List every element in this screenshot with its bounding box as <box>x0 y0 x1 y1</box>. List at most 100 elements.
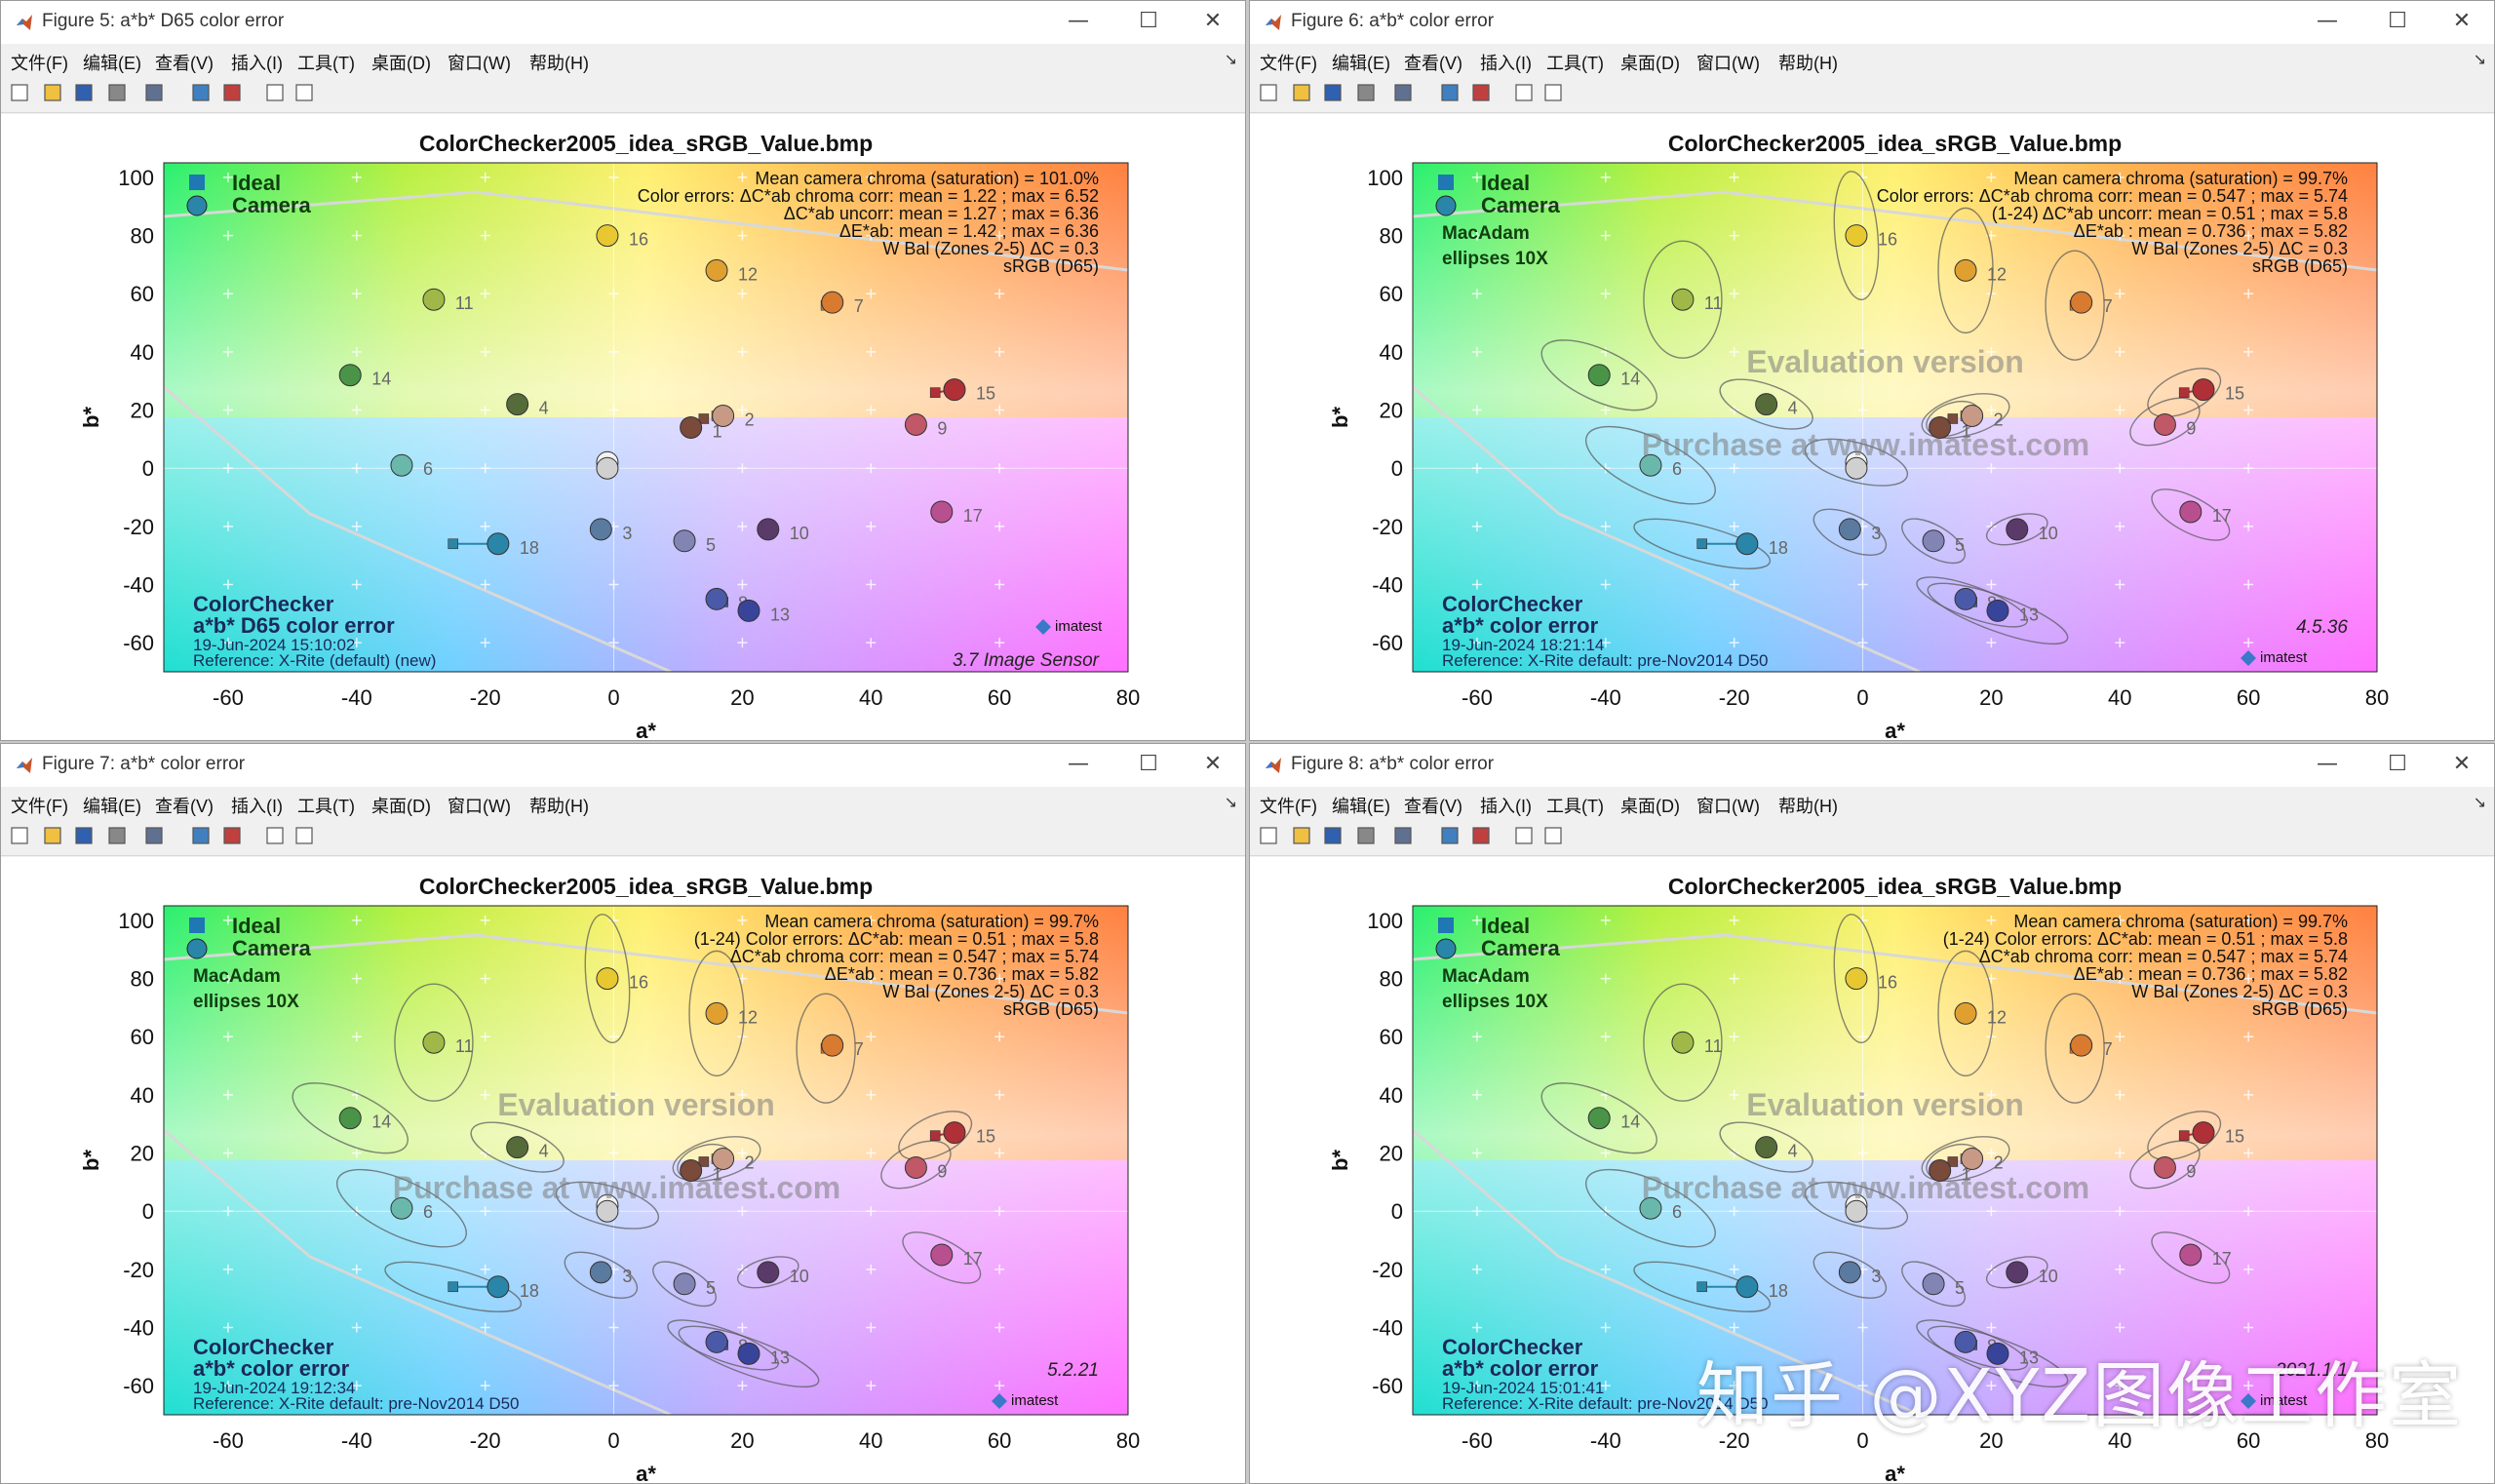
maximize-icon[interactable]: ☐ <box>1139 752 1158 776</box>
new-file-icon[interactable] <box>1258 82 1279 103</box>
menu-item[interactable]: 窗口(W) <box>448 797 511 816</box>
save-icon[interactable] <box>1322 82 1344 103</box>
minimize-icon[interactable]: — <box>1068 752 1089 776</box>
menu-overflow-icon[interactable]: ↘ <box>1224 50 1237 68</box>
menu-item[interactable]: 编辑(E) <box>1332 54 1390 73</box>
menu-item[interactable]: 查看(V) <box>155 797 214 816</box>
open-folder-icon[interactable] <box>42 825 63 846</box>
menu-item[interactable]: 工具(T) <box>297 54 355 73</box>
menu-item[interactable]: 插入(I) <box>1480 797 1532 816</box>
menu-item[interactable]: 窗口(W) <box>1696 797 1760 816</box>
menu-item[interactable]: 工具(T) <box>297 797 355 816</box>
menu-item[interactable]: 工具(T) <box>1546 54 1604 73</box>
menu-item[interactable]: 查看(V) <box>1404 54 1462 73</box>
minimize-icon[interactable]: — <box>2317 752 2338 776</box>
menu-item[interactable]: 桌面(D) <box>371 54 431 73</box>
menu-item[interactable]: 帮助(H) <box>1778 797 1838 816</box>
menu-item[interactable]: 桌面(D) <box>371 797 431 816</box>
menu-item[interactable]: 插入(I) <box>231 54 283 73</box>
open-folder-icon[interactable] <box>42 82 63 103</box>
menu-item[interactable]: 插入(I) <box>1480 54 1532 73</box>
macadam-ellipse <box>2151 1231 2231 1284</box>
print-preview-icon[interactable] <box>143 825 165 846</box>
insert-colorbar-icon[interactable] <box>221 825 243 846</box>
maximize-icon[interactable]: ☐ <box>2388 752 2407 776</box>
open-folder-icon[interactable] <box>1291 82 1312 103</box>
print-icon[interactable] <box>1355 825 1377 846</box>
print-icon[interactable] <box>106 825 128 846</box>
menu-item[interactable]: 桌面(D) <box>1620 797 1680 816</box>
save-icon[interactable] <box>73 82 95 103</box>
property-editor-icon[interactable] <box>293 825 315 846</box>
menu-item[interactable]: 插入(I) <box>231 797 283 816</box>
close-icon[interactable]: ✕ <box>2452 752 2472 776</box>
menu-item[interactable]: 文件(F) <box>1260 797 1317 816</box>
title-bar[interactable]: Figure 6: a*b* color error — ☐ ✕ <box>1250 1 2494 44</box>
link-icon[interactable] <box>190 82 212 103</box>
close-icon[interactable]: ✕ <box>1203 9 1223 33</box>
y-tick-label: 0 <box>142 1199 154 1224</box>
macadam-ellipse <box>1804 1181 1909 1230</box>
x-tick-label: 60 <box>988 685 1011 710</box>
title-bar[interactable]: Figure 8: a*b* color error — ☐ ✕ <box>1250 744 2494 787</box>
print-icon[interactable] <box>106 82 128 103</box>
pointer-icon[interactable] <box>1513 82 1535 103</box>
save-icon[interactable] <box>1322 825 1344 846</box>
property-editor-icon[interactable] <box>1542 825 1564 846</box>
menu-item[interactable]: 编辑(E) <box>1332 797 1390 816</box>
maximize-icon[interactable]: ☐ <box>2388 9 2407 33</box>
camera-marker <box>1838 518 1861 541</box>
print-icon[interactable] <box>1355 82 1377 103</box>
menu-item[interactable]: 文件(F) <box>1260 54 1317 73</box>
pointer-icon[interactable] <box>264 82 286 103</box>
pointer-icon[interactable] <box>264 825 286 846</box>
figure-window-6[interactable]: Figure 6: a*b* color error — ☐ ✕ 文件(F) 编辑(E) 查… <box>1249 0 2495 741</box>
figure-window-8[interactable]: Figure 8: a*b* color error — ☐ ✕ 文件(F) 编辑(E) 查… <box>1249 743 2495 1484</box>
save-icon[interactable] <box>73 825 95 846</box>
figure-window-5[interactable]: Figure 5: a*b* D65 color error — ☐ ✕ 文件(F) 编辑… <box>0 0 1246 741</box>
menu-item[interactable]: 帮助(H) <box>529 54 589 73</box>
minimize-icon[interactable]: — <box>1068 9 1089 33</box>
print-preview-icon[interactable] <box>1392 825 1414 846</box>
menu-item[interactable]: 文件(F) <box>11 797 68 816</box>
minimize-icon[interactable]: — <box>2317 9 2338 33</box>
open-folder-icon[interactable] <box>1291 825 1312 846</box>
close-icon[interactable]: ✕ <box>1203 752 1223 776</box>
new-file-icon[interactable] <box>9 825 30 846</box>
property-editor-icon[interactable] <box>1542 82 1564 103</box>
macadam-ellipse <box>2147 368 2222 418</box>
link-icon[interactable] <box>190 825 212 846</box>
menu-item[interactable]: 查看(V) <box>1404 797 1462 816</box>
menu-item[interactable]: 编辑(E) <box>83 54 141 73</box>
insert-colorbar-icon[interactable] <box>1470 825 1492 846</box>
menu-item[interactable]: 帮助(H) <box>529 797 589 816</box>
maximize-icon[interactable]: ☐ <box>1139 9 1158 33</box>
grid-mark <box>1986 1264 1997 1274</box>
close-icon[interactable]: ✕ <box>2452 9 2472 33</box>
print-preview-icon[interactable] <box>1392 82 1414 103</box>
menu-item[interactable]: 窗口(W) <box>448 54 511 73</box>
new-file-icon[interactable] <box>1258 825 1279 846</box>
menu-item[interactable]: 查看(V) <box>155 54 214 73</box>
print-preview-icon[interactable] <box>143 82 165 103</box>
menu-item[interactable]: 帮助(H) <box>1778 54 1838 73</box>
menu-overflow-icon[interactable]: ↘ <box>2473 793 2486 811</box>
menu-item[interactable]: 桌面(D) <box>1620 54 1680 73</box>
title-bar[interactable]: Figure 7: a*b* color error — ☐ ✕ <box>1 744 1245 787</box>
property-editor-icon[interactable] <box>293 82 315 103</box>
insert-colorbar-icon[interactable] <box>1470 82 1492 103</box>
y-tick-label: 0 <box>1391 1199 1403 1224</box>
menu-item[interactable]: 工具(T) <box>1546 797 1604 816</box>
menu-item[interactable]: 编辑(E) <box>83 797 141 816</box>
menu-item[interactable]: 窗口(W) <box>1696 54 1760 73</box>
link-icon[interactable] <box>1439 82 1461 103</box>
menu-overflow-icon[interactable]: ↘ <box>2473 50 2486 68</box>
figure-window-7[interactable]: Figure 7: a*b* color error — ☐ ✕ 文件(F) 编辑(E) 查… <box>0 743 1246 1484</box>
insert-colorbar-icon[interactable] <box>221 82 243 103</box>
pointer-icon[interactable] <box>1513 825 1535 846</box>
menu-item[interactable]: 文件(F) <box>11 54 68 73</box>
title-bar[interactable]: Figure 5: a*b* D65 color error — ☐ ✕ <box>1 1 1245 44</box>
menu-overflow-icon[interactable]: ↘ <box>1224 793 1237 811</box>
new-file-icon[interactable] <box>9 82 30 103</box>
link-icon[interactable] <box>1439 825 1461 846</box>
